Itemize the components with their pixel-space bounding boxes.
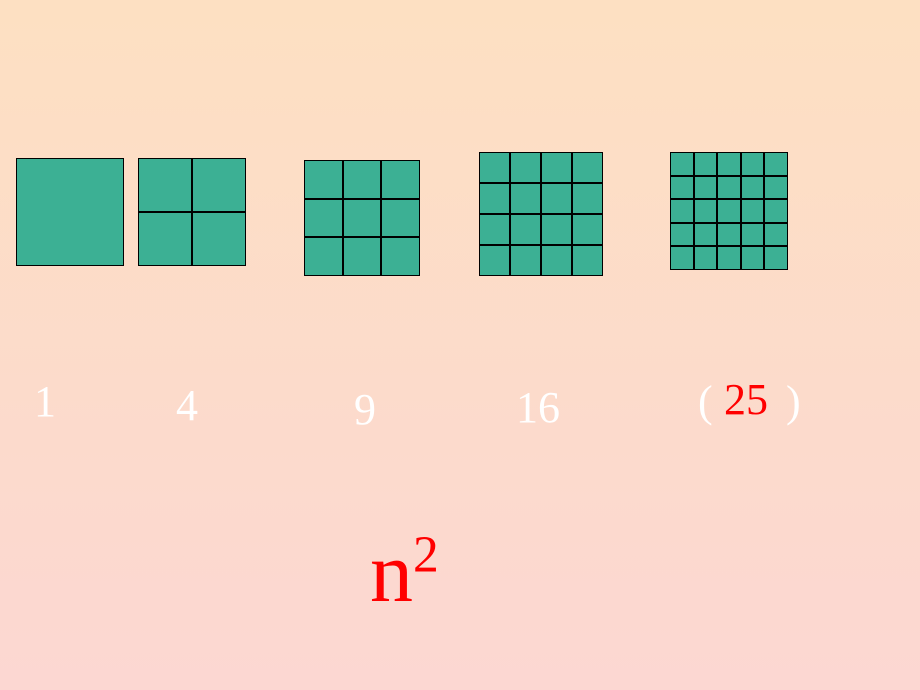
grid-cell <box>670 152 694 176</box>
grid-cell <box>304 237 343 276</box>
grid-cell <box>138 158 192 212</box>
grid-cell <box>764 152 788 176</box>
grid-cell <box>741 152 765 176</box>
grid-cell <box>572 152 603 183</box>
grid-cell <box>381 160 420 199</box>
sequence-number: 1 <box>34 376 56 427</box>
grid-cell <box>764 246 788 270</box>
grid-5x5 <box>670 152 788 270</box>
grid-cell <box>541 183 572 214</box>
grid-cell <box>479 214 510 245</box>
answer-open-paren: ( <box>698 376 713 427</box>
sequence-number: 4 <box>176 380 198 431</box>
grid-cell <box>541 214 572 245</box>
grid-cell <box>670 199 694 223</box>
grid-cell <box>741 199 765 223</box>
answer-value: 25 <box>724 374 768 425</box>
grid-cell <box>764 176 788 200</box>
formula-n-squared: n2 <box>370 522 439 622</box>
grid-cell <box>694 246 718 270</box>
grid-cell <box>541 152 572 183</box>
answer-close-paren: ) <box>786 376 801 427</box>
grid-cell <box>304 199 343 238</box>
grid-cell <box>670 176 694 200</box>
grid-cell <box>572 214 603 245</box>
grid-cell <box>304 160 343 199</box>
formula-base: n <box>370 524 413 620</box>
grid-cell <box>541 245 572 276</box>
sequence-number: 9 <box>354 384 376 435</box>
grid-cell <box>694 223 718 247</box>
grid-cell <box>343 160 382 199</box>
grid-cell <box>717 246 741 270</box>
grid-cell <box>510 214 541 245</box>
grid-2x2 <box>138 158 246 266</box>
grid-cell <box>717 199 741 223</box>
grid-cell <box>764 199 788 223</box>
grid-cell <box>479 245 510 276</box>
grid-cell <box>192 212 246 266</box>
grid-cell <box>694 152 718 176</box>
grid-1x1 <box>16 158 124 266</box>
grid-cell <box>572 183 603 214</box>
slide-canvas: 1 4 9 16 (25) n2 <box>0 0 920 690</box>
grid-cell <box>717 223 741 247</box>
grid-cell <box>741 176 765 200</box>
grid-cell <box>741 223 765 247</box>
grid-cell <box>670 246 694 270</box>
grid-cell <box>479 152 510 183</box>
grid-cell <box>670 223 694 247</box>
sequence-number: 16 <box>516 382 560 433</box>
grid-cell <box>717 152 741 176</box>
grid-cell <box>16 158 124 266</box>
grid-cell <box>717 176 741 200</box>
grid-cell <box>381 237 420 276</box>
grid-cell <box>510 245 541 276</box>
grid-cell <box>572 245 603 276</box>
grid-cell <box>138 212 192 266</box>
grid-cell <box>479 183 510 214</box>
grid-cell <box>764 223 788 247</box>
grid-cell <box>343 199 382 238</box>
grid-cell <box>343 237 382 276</box>
grid-cell <box>510 152 541 183</box>
grid-cell <box>510 183 541 214</box>
formula-exponent: 2 <box>413 526 439 583</box>
grid-cell <box>694 199 718 223</box>
grid-cell <box>741 246 765 270</box>
grid-cell <box>694 176 718 200</box>
grid-cell <box>192 158 246 212</box>
grid-4x4 <box>479 152 603 276</box>
grid-3x3 <box>304 160 420 276</box>
grid-cell <box>381 199 420 238</box>
